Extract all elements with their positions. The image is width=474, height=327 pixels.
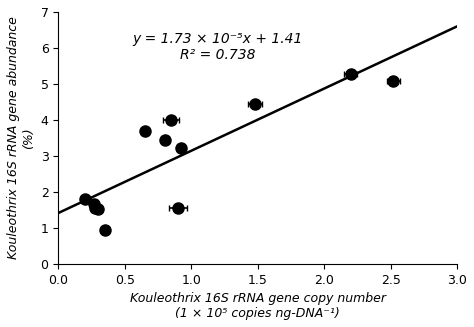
Text: y = 1.73 × 10⁻⁵x + 1.41
R² = 0.738: y = 1.73 × 10⁻⁵x + 1.41 R² = 0.738 <box>133 32 303 62</box>
X-axis label: Kouleothrix 16S rRNA gene copy number
(1 × 10⁵ copies ng-DNA⁻¹): Kouleothrix 16S rRNA gene copy number (1… <box>130 292 386 320</box>
Y-axis label: Kouleothrix 16S rRNA gene abundance
(%): Kouleothrix 16S rRNA gene abundance (%) <box>7 16 35 259</box>
